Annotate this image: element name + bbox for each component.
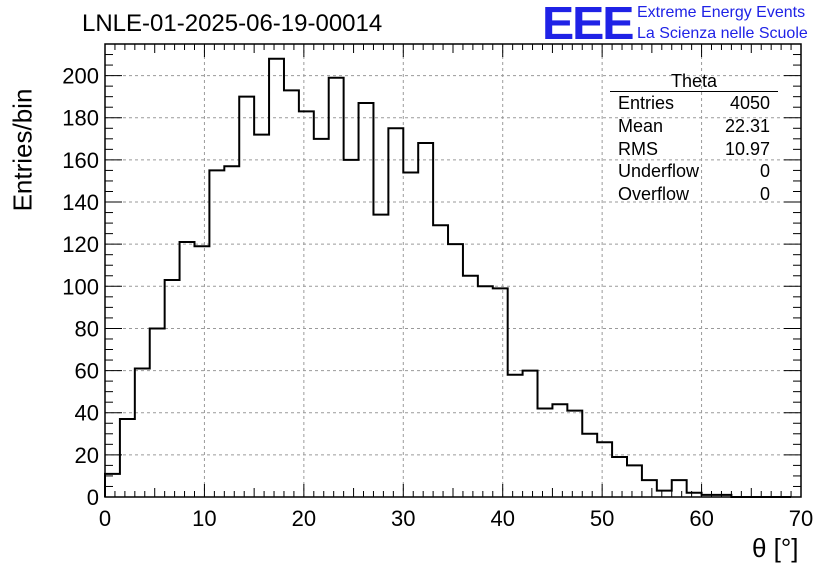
stats-value: 10.97 — [724, 138, 770, 159]
stats-row-entries: Entries 4050 — [610, 92, 778, 115]
stats-row-mean: Mean 22.31 — [610, 115, 778, 138]
y-tick-label: 180 — [62, 106, 99, 131]
stats-label: Underflow — [618, 161, 700, 182]
x-tick-label: 10 — [192, 506, 216, 531]
y-tick-label: 80 — [75, 316, 99, 341]
x-tick-label: 30 — [391, 506, 415, 531]
x-tick-label: 20 — [292, 506, 316, 531]
stats-value: 0 — [759, 161, 770, 182]
y-tick-label: 0 — [87, 485, 99, 510]
page-title: LNLE-01-2025-06-19-00014 — [82, 10, 383, 37]
y-tick-label: 20 — [75, 443, 99, 468]
logo-line-1: Extreme Energy Events — [637, 4, 806, 21]
y-tick-label: 140 — [62, 190, 99, 215]
y-tick-label: 60 — [75, 359, 99, 384]
stats-row-underflow: Underflow 0 — [610, 160, 778, 183]
y-tick-label: 100 — [62, 274, 99, 299]
stats-row-overflow: Overflow 0 — [610, 183, 778, 206]
y-tick-label: 40 — [75, 401, 99, 426]
x-tick-label: 60 — [689, 506, 713, 531]
stats-box: Theta Entries 4050 Mean 22.31 RMS 10.97 … — [610, 72, 778, 206]
stats-label: Mean — [618, 115, 664, 136]
stats-row-rms: RMS 10.97 — [610, 138, 778, 161]
stats-label: Overflow — [618, 184, 690, 205]
x-tick-label: 50 — [590, 506, 614, 531]
eee-logo: EEE — [542, 0, 634, 49]
x-axis-label: θ [°] — [752, 533, 799, 563]
y-tick-label: 160 — [62, 148, 99, 173]
logo-line-2: La Scienza nelle Scuole — [637, 25, 808, 42]
stats-label: Entries — [618, 93, 675, 113]
y-axis-label-wrap: Entries/bin — [6, 89, 40, 212]
stats-title: Theta — [610, 72, 778, 92]
x-tick-label: 70 — [789, 506, 813, 531]
y-tick-label: 200 — [62, 64, 99, 89]
x-tick-label: 0 — [99, 506, 111, 531]
histogram-series — [104, 57, 792, 498]
y-axis-label: Entries/bin — [7, 88, 38, 212]
stats-label: RMS — [618, 138, 658, 159]
y-tick-label: 120 — [62, 232, 99, 257]
x-tick-label: 40 — [490, 506, 514, 531]
stats-value: 22.31 — [724, 115, 770, 136]
stats-value: 0 — [759, 184, 770, 205]
stats-value: 4050 — [729, 93, 770, 113]
